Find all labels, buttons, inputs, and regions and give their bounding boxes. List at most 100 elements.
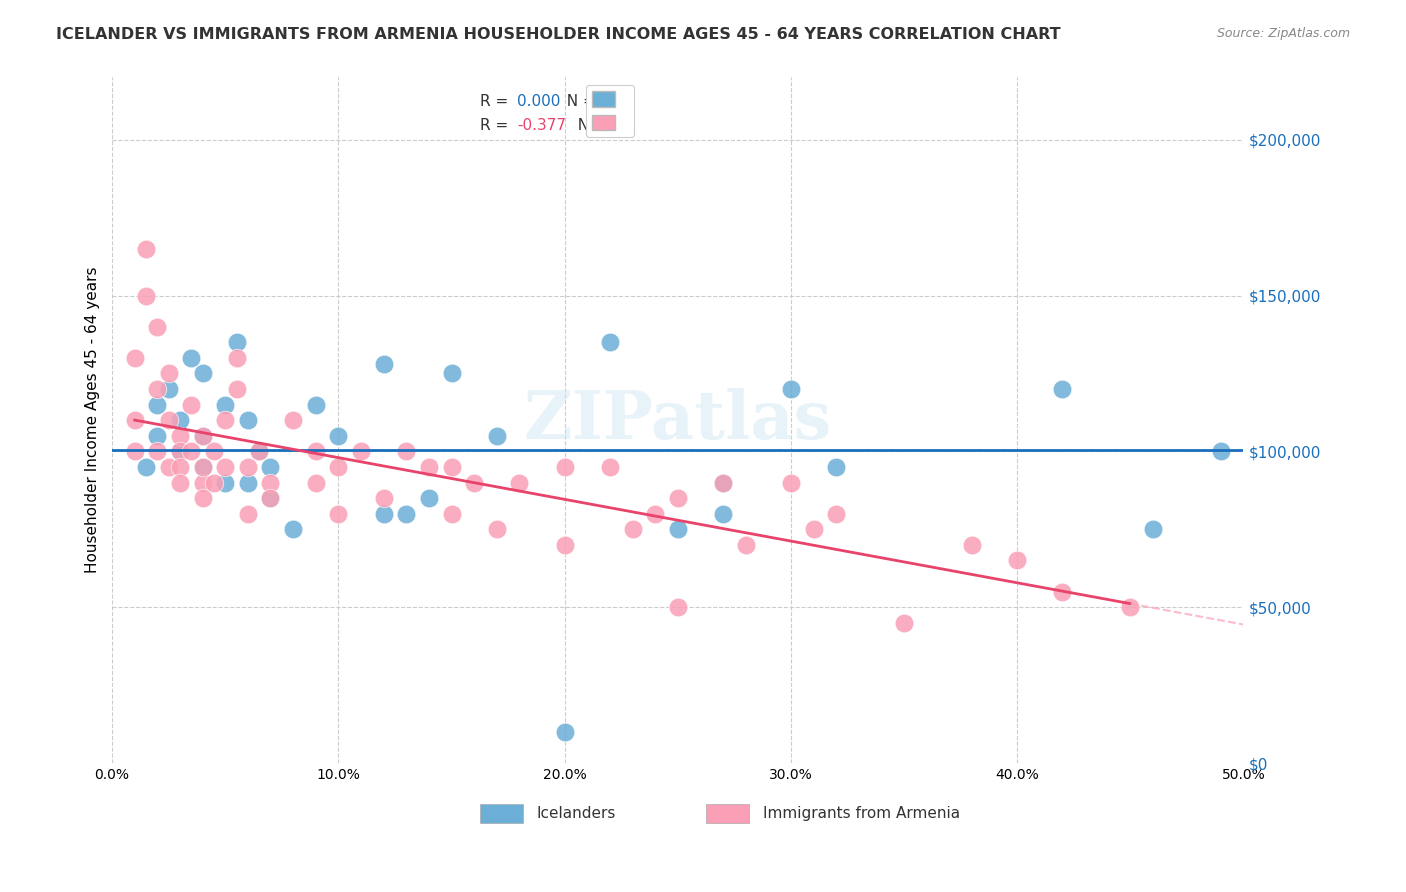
Point <box>825 460 848 475</box>
Point <box>373 507 395 521</box>
Point <box>825 507 848 521</box>
Point <box>225 351 247 365</box>
Point <box>214 413 236 427</box>
Point <box>191 429 214 443</box>
Text: 0.000: 0.000 <box>517 94 561 109</box>
Text: 63: 63 <box>612 118 631 133</box>
Point <box>124 351 146 365</box>
Point <box>135 460 157 475</box>
Text: R =: R = <box>479 94 513 109</box>
Point <box>554 460 576 475</box>
Text: -0.377: -0.377 <box>517 118 567 133</box>
Point <box>328 460 350 475</box>
Point <box>1052 382 1074 396</box>
Point <box>328 429 350 443</box>
Point <box>281 413 304 427</box>
Point <box>666 522 689 536</box>
Point <box>146 429 169 443</box>
FancyBboxPatch shape <box>479 805 523 823</box>
Point <box>803 522 825 536</box>
Point <box>202 475 225 490</box>
Text: ICELANDER VS IMMIGRANTS FROM ARMENIA HOUSEHOLDER INCOME AGES 45 - 64 YEARS CORRE: ICELANDER VS IMMIGRANTS FROM ARMENIA HOU… <box>56 27 1062 42</box>
Point <box>554 538 576 552</box>
FancyBboxPatch shape <box>706 805 749 823</box>
Point <box>169 429 191 443</box>
Text: N =: N = <box>557 94 600 109</box>
Point <box>711 475 734 490</box>
Point <box>554 724 576 739</box>
Point <box>305 475 328 490</box>
Point <box>214 475 236 490</box>
Point <box>191 460 214 475</box>
Point <box>440 460 463 475</box>
Point <box>508 475 530 490</box>
Point <box>418 460 440 475</box>
Text: R =: R = <box>479 118 513 133</box>
Point <box>169 444 191 458</box>
Point <box>191 491 214 505</box>
Point <box>960 538 983 552</box>
Point <box>191 475 214 490</box>
Legend: , : , <box>586 85 634 136</box>
Point <box>157 382 180 396</box>
Point <box>1142 522 1164 536</box>
Point <box>328 507 350 521</box>
Text: Source: ZipAtlas.com: Source: ZipAtlas.com <box>1216 27 1350 40</box>
Point <box>1005 553 1028 567</box>
Point <box>666 600 689 615</box>
Point <box>440 507 463 521</box>
Text: Immigrants from Armenia: Immigrants from Armenia <box>762 806 960 822</box>
Point <box>247 444 270 458</box>
Point <box>711 507 734 521</box>
Point <box>259 460 281 475</box>
Text: Icelanders: Icelanders <box>536 806 616 822</box>
Point <box>644 507 666 521</box>
Point <box>157 367 180 381</box>
Text: 37: 37 <box>600 94 620 109</box>
Point <box>463 475 485 490</box>
Point <box>734 538 756 552</box>
Point <box>418 491 440 505</box>
Point <box>157 413 180 427</box>
Point <box>225 382 247 396</box>
Point <box>259 491 281 505</box>
Point <box>485 522 508 536</box>
Text: ZIPatlas: ZIPatlas <box>523 388 832 453</box>
Point <box>225 335 247 350</box>
Point <box>711 475 734 490</box>
Point <box>202 444 225 458</box>
Point <box>135 288 157 302</box>
Point <box>236 460 259 475</box>
Point <box>124 413 146 427</box>
Point <box>146 444 169 458</box>
Point <box>1052 584 1074 599</box>
Point <box>621 522 644 536</box>
Point <box>191 429 214 443</box>
Point <box>780 382 803 396</box>
Point <box>780 475 803 490</box>
Point <box>157 460 180 475</box>
Text: N =: N = <box>568 118 612 133</box>
Point <box>259 475 281 490</box>
Point <box>247 444 270 458</box>
Point <box>169 444 191 458</box>
Point <box>1119 600 1142 615</box>
Point <box>599 460 621 475</box>
Point <box>666 491 689 505</box>
Point <box>169 413 191 427</box>
Point <box>305 398 328 412</box>
Point <box>395 507 418 521</box>
Point <box>124 444 146 458</box>
Point <box>373 357 395 371</box>
Point <box>259 491 281 505</box>
Point <box>236 413 259 427</box>
Point <box>135 242 157 256</box>
Point <box>350 444 373 458</box>
Point <box>191 367 214 381</box>
Point <box>169 460 191 475</box>
Point <box>214 460 236 475</box>
Point <box>180 444 202 458</box>
Point <box>180 398 202 412</box>
Point <box>146 319 169 334</box>
Point <box>146 398 169 412</box>
